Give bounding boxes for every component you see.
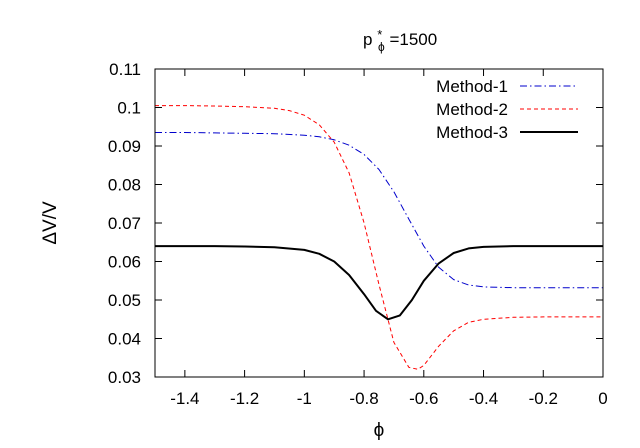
plot-area-frame: [154, 68, 604, 378]
legend: Method-1 Method-2 Method-3: [436, 77, 578, 142]
y-tick-label: 0.07: [108, 214, 141, 233]
x-tick-label: 0: [598, 389, 607, 408]
y-tick-label: 0.08: [108, 176, 141, 195]
y-tick-label: 0.03: [108, 368, 141, 387]
legend-label: Method-2: [436, 100, 508, 119]
x-tick-label: -0.6: [409, 389, 438, 408]
y-tick-label: 0.05: [108, 291, 141, 310]
x-tick-label: -1: [297, 389, 312, 408]
series-line-method-2: [155, 105, 603, 370]
title-sub: ϕ: [378, 40, 385, 54]
legend-label: Method-1: [436, 77, 508, 96]
legend-label: Method-3: [436, 123, 508, 142]
x-axis-label: ϕ: [374, 420, 385, 441]
y-tick-label: 0.04: [108, 330, 141, 349]
x-tick-label: -1.4: [170, 389, 199, 408]
y-tick-label: 0.1: [117, 99, 141, 118]
x-tick-label: -0.4: [469, 389, 498, 408]
x-tick-label: -0.8: [349, 389, 378, 408]
title-main: p: [363, 30, 372, 49]
x-tick-label: -0.2: [529, 389, 558, 408]
y-tick-label: 0.09: [108, 137, 141, 156]
y-axis-label: ΔV/V: [40, 201, 61, 245]
y-tick-label: 0.06: [108, 253, 141, 272]
title-rest: =1500: [389, 30, 437, 49]
x-tick-label: -1.2: [230, 389, 259, 408]
title-sup: *: [377, 27, 382, 42]
series-line-method-3: [155, 245, 603, 321]
y-tick-label: 0.11: [109, 60, 141, 79]
series-line-method-1: [155, 132, 603, 289]
chart-title: p * ϕ =1500: [363, 24, 437, 55]
